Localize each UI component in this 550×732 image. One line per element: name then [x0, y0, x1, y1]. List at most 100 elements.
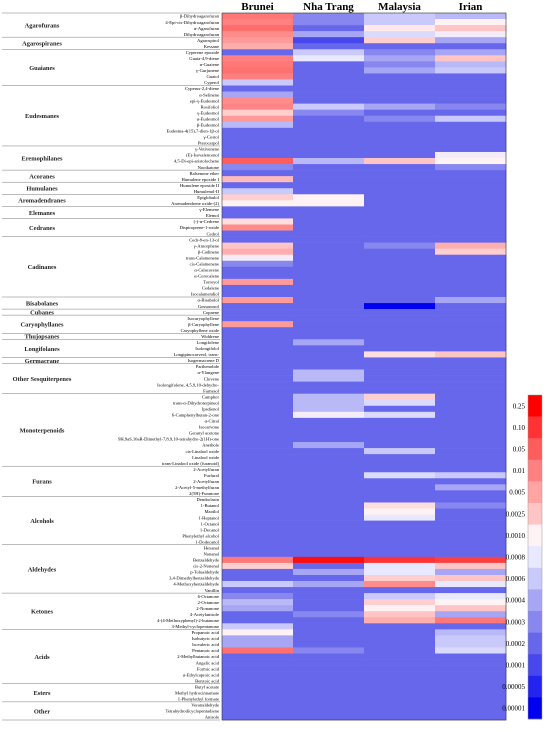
compound-label: Isogermacrene D: [187, 358, 219, 363]
heatmap-cell: [222, 25, 294, 32]
heatmap-cell: [435, 290, 507, 298]
column-header: Malaysia: [378, 1, 421, 13]
compound-label: Butyl acetate: [195, 684, 219, 689]
compound-label: Gossonorol: [198, 304, 220, 309]
heatmap-cell: [435, 254, 507, 262]
compound-label: Isocarvone: [199, 425, 219, 430]
compound-label: 6-Camphenylbutan-2-one: [172, 413, 219, 418]
heatmap-cell: [435, 417, 507, 425]
group-label: Agarofurans: [25, 22, 60, 29]
heatmap-cell: [364, 538, 436, 546]
compound-label: 1-Butanol: [201, 503, 220, 508]
heatmap-cell: [364, 472, 436, 479]
heatmap-cell: [435, 19, 507, 26]
heatmap-cell: [293, 182, 365, 189]
heatmap-cell: [293, 393, 365, 401]
heatmap-cell: [222, 677, 294, 685]
heatmap-cell: [364, 490, 436, 497]
heatmap-cell: [222, 532, 294, 540]
heatmap-cell: [435, 321, 507, 328]
heatmap-cell: [222, 454, 294, 461]
heatmap-cell: [435, 164, 507, 171]
heatmap-cell: [435, 103, 507, 110]
heatmap-cell: [435, 593, 507, 600]
heatmap-cell: [293, 448, 365, 455]
heatmap-cell: [364, 236, 436, 243]
compound-label: Parthenolide: [196, 364, 219, 369]
heatmap-cell: [364, 145, 436, 153]
heatmap-cell: [222, 315, 294, 322]
heatmap-cell: [222, 520, 294, 527]
heatmap-cell: [222, 617, 294, 624]
heatmap-cell: [222, 466, 294, 473]
compound-label: Eudesma-4(15),7-dien-1β-ol: [167, 129, 220, 135]
group-label: Bisabolanes: [26, 300, 59, 307]
heatmap-cell: [364, 333, 436, 340]
heatmap-cell: [364, 623, 436, 630]
column-header: Nha Trang: [303, 1, 354, 13]
compound-label: 1-Dodecanol: [195, 539, 219, 544]
heatmap-cell: [364, 266, 436, 274]
compound-label: Torreyol: [203, 280, 219, 285]
compound-label: 2(5H)-Furanone: [189, 491, 219, 496]
column-header: Brunei: [241, 1, 273, 13]
heatmap-cell: [364, 496, 436, 503]
compound-label: Humulene epoxide II: [180, 183, 220, 188]
colorbar-segment: [528, 611, 542, 633]
heatmap-cell: [293, 339, 365, 346]
heatmap-cell: [222, 290, 294, 298]
group-label: Esters: [33, 690, 51, 697]
compound-label: Humulene epoxide I: [181, 177, 219, 182]
heatmap-cell: [222, 484, 294, 491]
heatmap-cell: [435, 182, 507, 189]
colorbar-segment: [528, 654, 542, 677]
compound-label: Guaiol: [206, 74, 219, 79]
group-label: Ketones: [31, 609, 54, 616]
compound-label: Cedr-8-en-13-ol: [189, 237, 219, 242]
heatmap-cell: [293, 417, 365, 425]
heatmap-cell: [293, 272, 365, 280]
heatmap-cell: [293, 411, 365, 419]
compound-label: 2-Acetylfuran: [193, 479, 219, 484]
heatmap-cell: [222, 351, 294, 358]
heatmap-cell: [435, 25, 507, 32]
heatmap-cell: [293, 593, 365, 600]
group-label: Monoterpenoids: [20, 427, 65, 434]
heatmap-cell: [222, 176, 294, 183]
heatmap-cell: [222, 472, 294, 479]
heatmap-cell: [293, 568, 365, 576]
heatmap-cell: [435, 345, 507, 352]
heatmap-cell: [364, 611, 436, 618]
heatmap-cell: [364, 689, 436, 697]
heatmap-cell: [435, 31, 507, 38]
colorbar-tick-label: 0.0004: [506, 597, 526, 605]
compound-label: Farnesol: [203, 388, 220, 393]
heatmap-cell: [364, 176, 436, 183]
heatmap-cell: [364, 387, 436, 394]
group-label: Aldehydes: [28, 566, 57, 573]
heatmap-cell: [364, 224, 436, 231]
heatmap-cell: [293, 405, 365, 413]
compound-label: Anisole: [205, 715, 219, 720]
heatmap-cell: [364, 605, 436, 612]
heatmap-cell: [364, 151, 436, 159]
heatmap-cell: [293, 278, 365, 286]
heatmap-cell: [435, 574, 507, 582]
heatmap-cell: [435, 695, 507, 703]
heatmap-cell: [222, 544, 294, 552]
heatmap-cell: [222, 417, 294, 425]
heatmap-cell: [435, 562, 507, 570]
heatmap-cell: [293, 460, 365, 467]
heatmap-cell: [364, 158, 436, 165]
heatmap-cell: [435, 260, 507, 268]
heatmap-cell: [293, 303, 365, 310]
compound-label: Benzaldehyde: [193, 558, 219, 563]
heatmap-cell: [435, 550, 507, 558]
compound-label: Dendrolasin: [197, 497, 220, 502]
heatmap-cell: [435, 641, 507, 648]
colorbar-segment: [528, 395, 542, 417]
heatmap-cell: [293, 635, 365, 642]
colorbar-segment: [528, 675, 542, 698]
heatmap-cell: [222, 115, 294, 123]
